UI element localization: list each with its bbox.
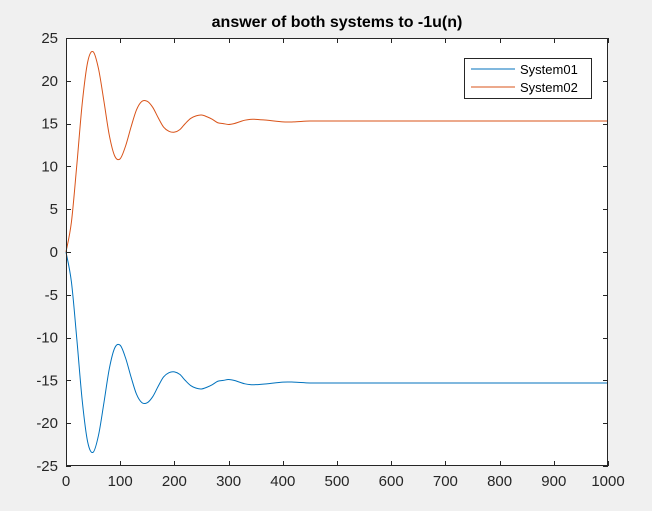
x-tick-label: 300 [216,473,241,490]
y-tick-label: 20 [41,73,58,90]
x-tick-label: 0 [62,473,70,490]
series-line-system02 [65,50,608,253]
legend-label-system01: System01 [520,62,578,77]
y-tick-label: -25 [36,458,58,475]
chart-title: answer of both systems to -1u(n) [212,14,463,31]
x-tick-label: 1000 [591,473,624,490]
x-tick-label: 100 [108,473,133,490]
x-tick-label: 200 [162,473,187,490]
x-tick-label: 600 [379,473,404,490]
series-layer [65,50,608,454]
legend: System01 System02 [464,58,592,99]
x-tick-label: 500 [324,473,349,490]
y-tick-label: -15 [36,372,58,389]
y-tick-label: -5 [45,287,58,304]
y-tick-label: 10 [41,158,58,175]
axes-layer: 0 100 200 300 400 500 600 700 800 900 1000-25-20-1… [36,30,624,490]
series-line-system01 [65,251,608,454]
legend-box [464,58,592,99]
x-tick-label: 700 [433,473,458,490]
y-tick-label: 5 [50,201,58,218]
plot-area [66,38,608,466]
x-tick-label: 900 [541,473,566,490]
y-tick-label: -20 [36,415,58,432]
y-tick-label: 25 [41,30,58,47]
x-tick-label: 400 [270,473,295,490]
legend-label-system02: System02 [520,80,578,95]
y-tick-label: 0 [50,244,58,261]
y-tick-label: -10 [36,330,58,347]
x-tick-label: 800 [487,473,512,490]
y-tick-label: 15 [41,116,58,133]
